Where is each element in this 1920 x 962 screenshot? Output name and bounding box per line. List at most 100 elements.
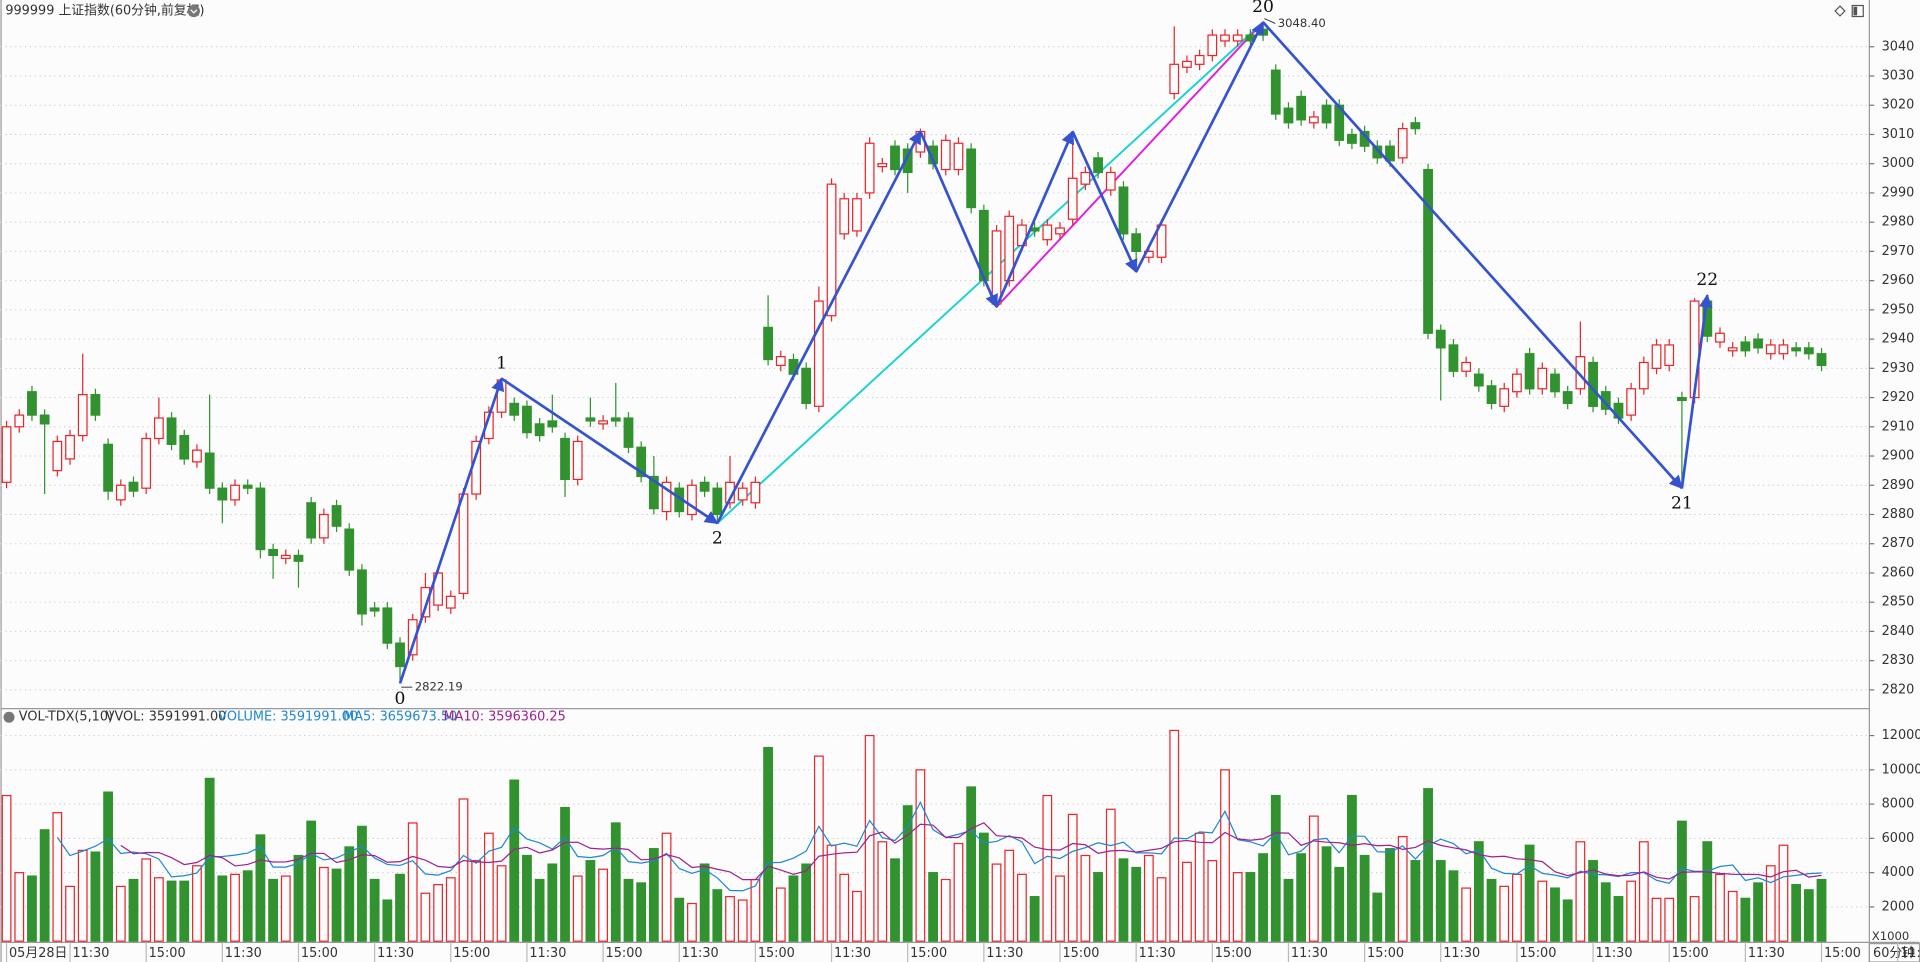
volume-bar [1004,849,1015,942]
x-tick-label: 11:30 [72,946,109,961]
candle-body [344,528,355,571]
candle-body [1486,385,1497,405]
x-tick-label: 11:30 [986,946,1023,961]
volume-bar [928,872,938,942]
volume-bar [763,746,773,942]
volume-bar [902,805,913,942]
volume-bar [1042,794,1053,942]
candle-body [1156,224,1167,258]
y-tick-label: 2960 [1882,273,1915,288]
candle-body [369,607,380,612]
volume-bar [90,851,101,942]
candle-body [610,417,621,422]
candle-body [522,405,532,434]
volume-bar [1156,877,1167,942]
y-tick-label: 3020 [1882,98,1915,113]
candle-body [1296,95,1307,121]
candle-body [65,434,75,460]
window-icon[interactable] [1851,4,1864,18]
volume-bar [940,878,951,942]
indicator-menu-icon[interactable] [3,711,15,723]
zigzag-segment [995,130,1075,308]
volume-bar [1550,887,1560,942]
volume-bar [915,769,926,942]
volume-bar [1600,882,1611,942]
candle-body [1664,344,1675,367]
x-tick-label: 15:00 [149,946,186,961]
volume-bar [1143,854,1154,942]
candle-body [318,513,329,539]
x-tick-label: 15:00 [606,946,643,961]
candle-body [1397,128,1408,159]
volume-bar [750,878,761,942]
candle-body [1410,122,1421,130]
candle-body [509,402,520,416]
volume-bar [268,878,278,942]
candle-body [560,437,570,481]
candle-body [230,484,240,501]
volume-bar [14,872,25,942]
candle-body [1473,373,1484,387]
y-tick-label: 2820 [1882,682,1915,697]
zigzag-segment [1680,293,1713,489]
volume-bar [712,889,723,942]
trend-line [995,21,1264,308]
x-tick-label: 11:30 [682,946,719,961]
zigzag-label: 1 [496,353,507,373]
candle-body [1626,388,1637,416]
volume-bar [725,896,735,942]
period-label[interactable]: 60分钟 [1873,945,1915,961]
ma-line [56,801,1822,892]
title-menu-chevron [190,9,198,14]
candle-body [1042,224,1053,241]
candle-body [940,139,951,171]
title-menu-icon[interactable] [187,4,200,18]
volume-bar [27,875,37,942]
x-tick-label: 15:00 [301,946,338,961]
volume-bar [1245,872,1256,942]
candle-body [1385,145,1395,162]
y-tick-label: 2870 [1882,536,1915,551]
x-tick-label: 11:30 [1291,946,1328,961]
volume-bar [826,844,837,942]
x-tick-label: 15:00 [758,946,795,961]
volume-bar [1740,897,1751,942]
volume-bar [1118,858,1129,942]
candle-body [1753,338,1763,349]
candle-body [395,642,405,668]
candle-body [1321,104,1332,124]
volume-bar [1182,861,1192,942]
candle-body [991,230,1002,305]
candle-body [280,554,291,559]
volume-bar [357,825,367,942]
volume-bar [1308,815,1319,942]
y-tick-label: 2860 [1882,565,1915,580]
volume-bar [1347,794,1357,942]
volume-bar [890,858,900,942]
candle-body [813,300,824,407]
volume-bar [65,885,75,942]
volume-bar [991,863,1002,942]
volume-bar [1816,878,1827,942]
volume-bar [445,877,456,942]
candle-body [648,475,659,510]
candle-body [763,326,773,361]
volume-bar [813,755,824,942]
draw-icon[interactable] [1834,5,1846,17]
legend-entry: VOLUME: 3591991.00 [218,710,358,725]
volume-bar [1791,884,1802,942]
candle-body [1131,233,1142,253]
candle-body [1740,341,1751,352]
volume-bar [1677,820,1687,942]
volume-bar [1093,872,1103,942]
x-tick-label: 15:00 [1672,946,1709,961]
volume-bar [1283,878,1294,942]
zigzag-segment [1262,21,1683,490]
volume-bar [1296,853,1307,942]
trend-line [716,21,1264,524]
candle-body [1270,69,1281,115]
volume-bar [153,877,164,942]
candle-body [1308,116,1319,124]
candle-body [890,145,900,171]
volume-bar [636,882,647,942]
